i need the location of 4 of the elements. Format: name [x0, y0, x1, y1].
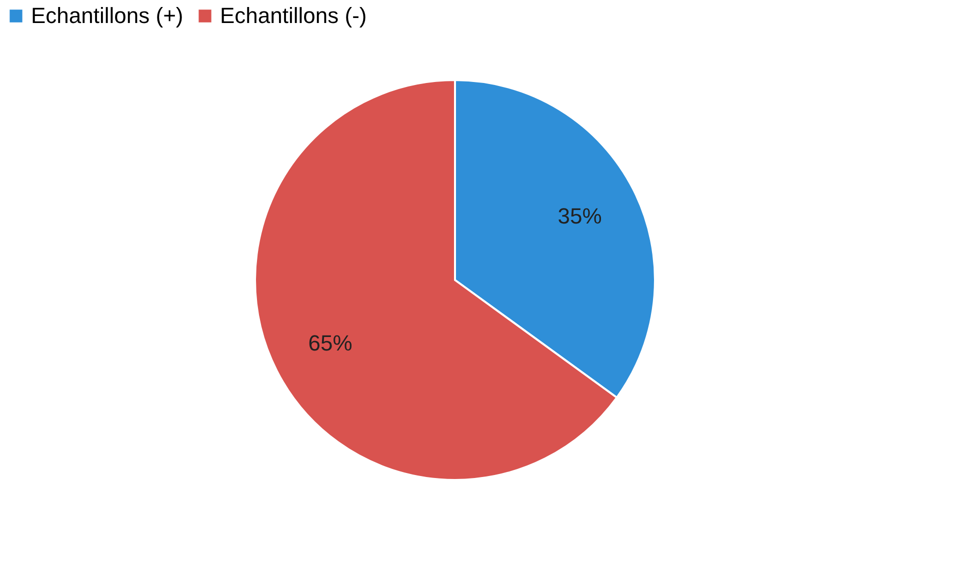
data-label: 65% [308, 330, 352, 356]
data-label: 35% [558, 203, 602, 228]
legend-label: Echantillons (-) [220, 3, 367, 28]
legend-label: Echantillons (+) [31, 3, 184, 28]
